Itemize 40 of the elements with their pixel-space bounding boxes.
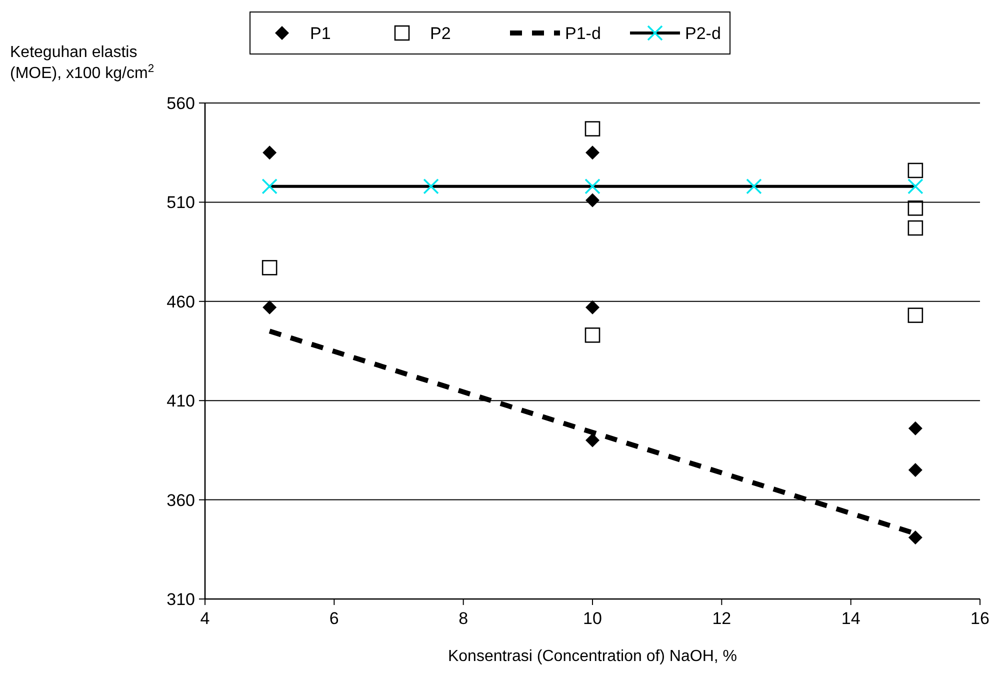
point (908, 463, 922, 478)
y-tick-label: 360 (166, 490, 195, 510)
legend-label: P1 (310, 24, 331, 43)
point (584, 121, 600, 136)
y-tick-label: 460 (166, 292, 195, 312)
point (584, 327, 600, 343)
point (908, 220, 924, 236)
y-tick-label: 410 (166, 392, 195, 411)
y-tick-label: 510 (166, 193, 195, 212)
point (584, 178, 600, 194)
point (908, 308, 924, 323)
x-tick-label: 6 (329, 609, 339, 628)
x-tick-label: 12 (712, 609, 732, 628)
x-tick-label: 10 (583, 609, 602, 628)
point (586, 300, 600, 314)
point (586, 193, 600, 208)
x-tick-label: 8 (458, 609, 468, 628)
point (423, 178, 439, 194)
point (262, 146, 277, 160)
x-tick-label: 16 (970, 609, 990, 628)
legend-label: P2 (430, 24, 451, 43)
point (262, 260, 278, 276)
point (908, 530, 922, 544)
x-tick-label: 14 (841, 609, 860, 628)
point (262, 178, 278, 194)
point (262, 300, 277, 314)
legend-label: P2-d (685, 24, 721, 43)
point (908, 178, 924, 194)
point (586, 433, 600, 448)
point (908, 421, 922, 436)
point (908, 200, 924, 216)
x-tick-label: 4 (200, 609, 210, 628)
x-axis-title: Konsentrasi (Concentration of) NaOH, % (448, 648, 738, 665)
y-tick-label: 560 (166, 94, 195, 113)
point (586, 146, 600, 160)
point (746, 178, 762, 194)
y-axis-title: Keteguhan elastis (MOE), x100 kg/cm$^{2}$ (10, 44, 154, 82)
point (908, 162, 924, 178)
y-tick-label: 310 (166, 590, 195, 609)
legend-label: P1-d (565, 24, 601, 43)
